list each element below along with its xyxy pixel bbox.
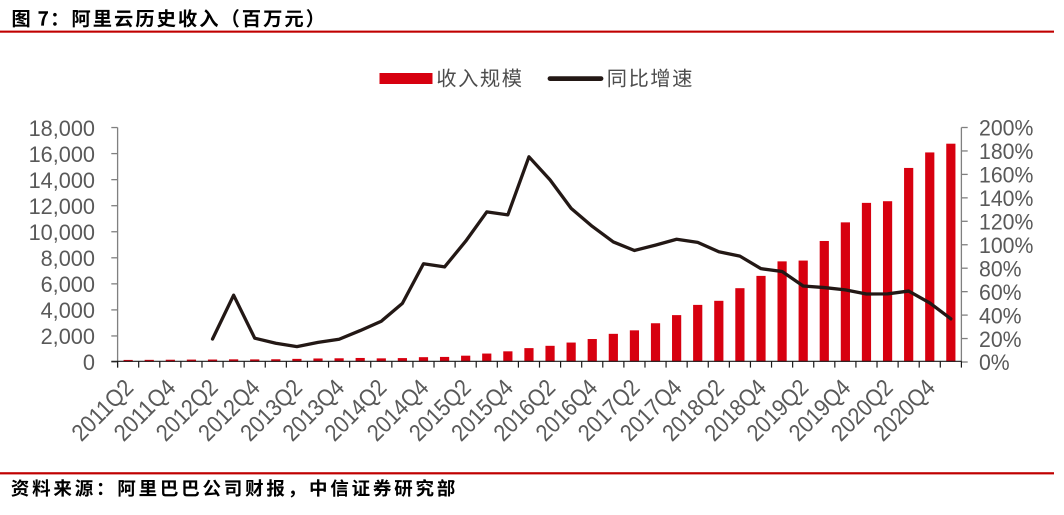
svg-text:12,000: 12,000 <box>29 194 95 219</box>
svg-text:100%: 100% <box>979 233 1033 258</box>
svg-text:2,000: 2,000 <box>41 324 95 349</box>
svg-text:16,000: 16,000 <box>29 142 95 167</box>
svg-text:80%: 80% <box>979 256 1022 281</box>
svg-text:4,000: 4,000 <box>41 298 95 323</box>
svg-text:140%: 140% <box>979 186 1033 211</box>
svg-text:18,000: 18,000 <box>29 116 95 141</box>
svg-text:180%: 180% <box>979 139 1033 164</box>
svg-text:14,000: 14,000 <box>29 168 95 193</box>
svg-text:200%: 200% <box>979 116 1033 141</box>
svg-text:8,000: 8,000 <box>41 246 95 271</box>
svg-text:60%: 60% <box>979 280 1022 305</box>
svg-text:10,000: 10,000 <box>29 220 95 245</box>
svg-text:0%: 0% <box>979 350 1010 375</box>
svg-text:120%: 120% <box>979 210 1033 235</box>
svg-text:0: 0 <box>83 350 95 375</box>
svg-text:6,000: 6,000 <box>41 272 95 297</box>
svg-text:20%: 20% <box>979 327 1022 352</box>
svg-text:40%: 40% <box>979 303 1022 328</box>
svg-text:160%: 160% <box>979 163 1033 188</box>
